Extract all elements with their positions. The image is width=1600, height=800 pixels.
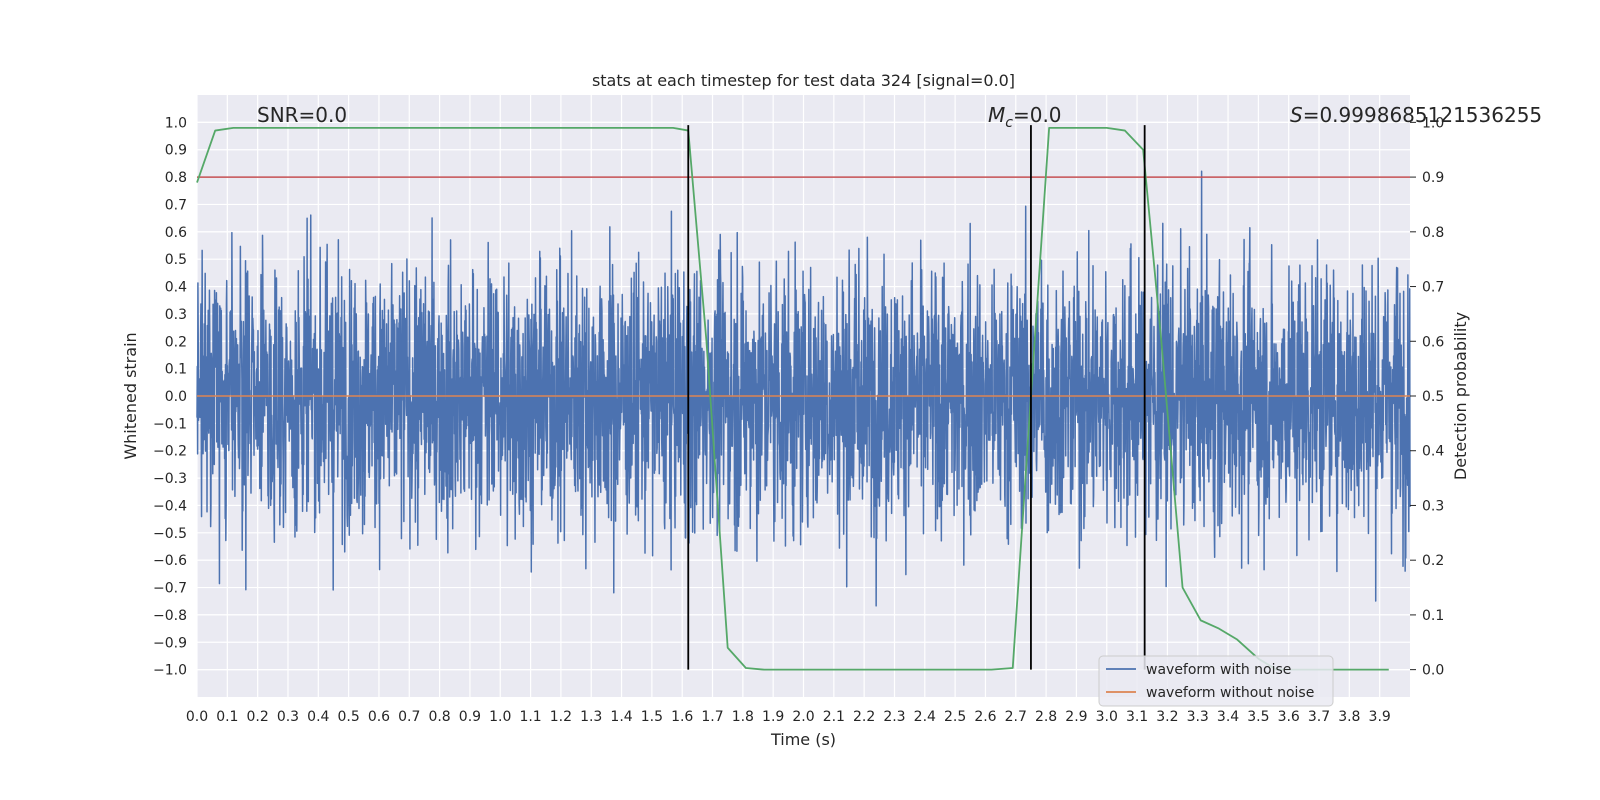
y-right-tick-label: 0.1 xyxy=(1422,608,1444,624)
y-right-tick-label: 0.0 xyxy=(1422,663,1444,679)
x-tick-label: 0.0 xyxy=(186,709,208,725)
x-tick-label: 1.3 xyxy=(580,709,602,725)
x-tick-label: 2.6 xyxy=(974,709,996,725)
mc-annotation: Mc=0.0 xyxy=(988,103,1062,131)
y-tick-label: 0.4 xyxy=(165,280,187,296)
x-tick-label: 2.9 xyxy=(1065,709,1087,725)
y-right-tick-label: 0.7 xyxy=(1422,280,1444,296)
y-tick-label: 0.3 xyxy=(165,307,187,323)
x-tick-label: 0.3 xyxy=(277,709,299,725)
y-right-tick-label: 0.6 xyxy=(1422,334,1444,350)
x-tick-label: 0.7 xyxy=(398,709,420,725)
x-tick-label: 0.6 xyxy=(368,709,390,725)
y-right-tick-label: 0.3 xyxy=(1422,498,1444,514)
x-tick-label: 1.5 xyxy=(641,709,663,725)
x-tick-label: 0.8 xyxy=(428,709,450,725)
x-tick-label: 2.4 xyxy=(914,709,936,725)
x-tick-label: 3.8 xyxy=(1338,709,1360,725)
x-tick-label: 1.9 xyxy=(762,709,784,725)
x-tick-label: 1.6 xyxy=(671,709,693,725)
y-tick-label: −0.8 xyxy=(153,608,187,624)
y-tick-label: 0.5 xyxy=(165,252,187,268)
y-right-tick-label: 1.0 xyxy=(1422,115,1444,131)
snr-annotation: SNR=0.0 xyxy=(257,103,347,127)
y-right-tick-label: 0.9 xyxy=(1422,170,1444,186)
legend: waveform with noise waveform without nois… xyxy=(1098,655,1334,707)
x-tick-label: 2.3 xyxy=(883,709,905,725)
x-tick-label: 0.9 xyxy=(459,709,481,725)
x-tick-label: 0.1 xyxy=(216,709,238,725)
x-tick-label: 1.2 xyxy=(550,709,572,725)
y-tick-label: −0.1 xyxy=(153,416,187,432)
x-tick-label: 3.7 xyxy=(1308,709,1330,725)
x-tick-label: 3.1 xyxy=(1126,709,1148,725)
x-tick-label: 0.2 xyxy=(247,709,269,725)
noise-series xyxy=(196,170,1411,607)
x-tick-label: 1.1 xyxy=(519,709,541,725)
y-right-axis-label: Detection probability xyxy=(1451,312,1470,480)
x-tick-label: 1.8 xyxy=(732,709,754,725)
tick-labels: 0.0 0.1 0.2 0.3 0.4 0.5 0.6 0.7 0.8 0.9 1.0 1.1 1.2 1… xyxy=(153,115,1444,725)
s-value: =0.9998685121536255 xyxy=(1303,103,1542,127)
x-tick-label: 3.6 xyxy=(1278,709,1300,725)
chart-title: stats at each timestep for test data 324… xyxy=(592,71,1015,90)
y-tick-label: 0.7 xyxy=(165,197,187,213)
legend-box xyxy=(1098,655,1334,707)
legend-label: waveform without noise xyxy=(1146,685,1314,701)
x-tick-label: 2.8 xyxy=(1035,709,1057,725)
y-tick-label: −0.4 xyxy=(153,498,187,514)
x-tick-label: 1.7 xyxy=(701,709,723,725)
y-tick-label: −0.2 xyxy=(153,444,187,460)
y-tick-label: 0.2 xyxy=(165,334,187,350)
waveform-with-noise-line xyxy=(196,170,1411,607)
y-tick-label: 0.8 xyxy=(165,170,187,186)
x-tick-label: 2.0 xyxy=(792,709,814,725)
s-annotation: S=0.9998685121536255 xyxy=(1290,103,1542,127)
y-tick-label: −1.0 xyxy=(153,663,187,679)
x-tick-label: 0.5 xyxy=(337,709,359,725)
vertical-markers xyxy=(687,125,1146,670)
y-tick-label: −0.9 xyxy=(153,635,187,651)
y-tick-label: 0.6 xyxy=(165,225,187,241)
x-axis-label: Time (s) xyxy=(770,730,836,749)
x-tick-label: 2.5 xyxy=(944,709,966,725)
mc-value: =0.0 xyxy=(1013,103,1062,127)
y-tick-label: 0.9 xyxy=(165,143,187,159)
y-tick-label: 0.1 xyxy=(165,362,187,378)
y-right-tick-label: 0.2 xyxy=(1422,553,1444,569)
x-tick-label: 0.4 xyxy=(307,709,329,725)
y-axis-label: Whitened strain xyxy=(121,332,140,459)
x-tick-label: 3.3 xyxy=(1187,709,1209,725)
x-tick-label: 1.4 xyxy=(610,709,632,725)
x-tick-label: 3.2 xyxy=(1156,709,1178,725)
y-right-tick-label: 0.8 xyxy=(1422,225,1444,241)
x-tick-label: 2.2 xyxy=(853,709,875,725)
y-tick-label: −0.6 xyxy=(153,553,187,569)
mc-subscript: c xyxy=(1005,115,1013,131)
x-tick-label: 3.9 xyxy=(1369,709,1391,725)
x-tick-label: 2.1 xyxy=(823,709,845,725)
x-tick-label: 3.5 xyxy=(1247,709,1269,725)
x-tick-label: 3.4 xyxy=(1217,709,1239,725)
y-tick-label: 0.0 xyxy=(165,389,187,405)
y-right-tick-label: 0.4 xyxy=(1422,444,1444,460)
x-tick-label: 3.0 xyxy=(1096,709,1118,725)
x-tick-label: 1.0 xyxy=(489,709,511,725)
mc-symbol: M xyxy=(988,103,1005,127)
y-tick-label: −0.3 xyxy=(153,471,187,487)
y-tick-label: −0.5 xyxy=(153,526,187,542)
y-tick-label: 1.0 xyxy=(165,115,187,131)
s-symbol: S xyxy=(1290,103,1303,127)
legend-label: waveform with noise xyxy=(1146,662,1291,678)
y-right-tick-label: 0.5 xyxy=(1422,389,1444,405)
y-tick-label: −0.7 xyxy=(153,581,187,597)
x-tick-label: 2.7 xyxy=(1005,709,1027,725)
